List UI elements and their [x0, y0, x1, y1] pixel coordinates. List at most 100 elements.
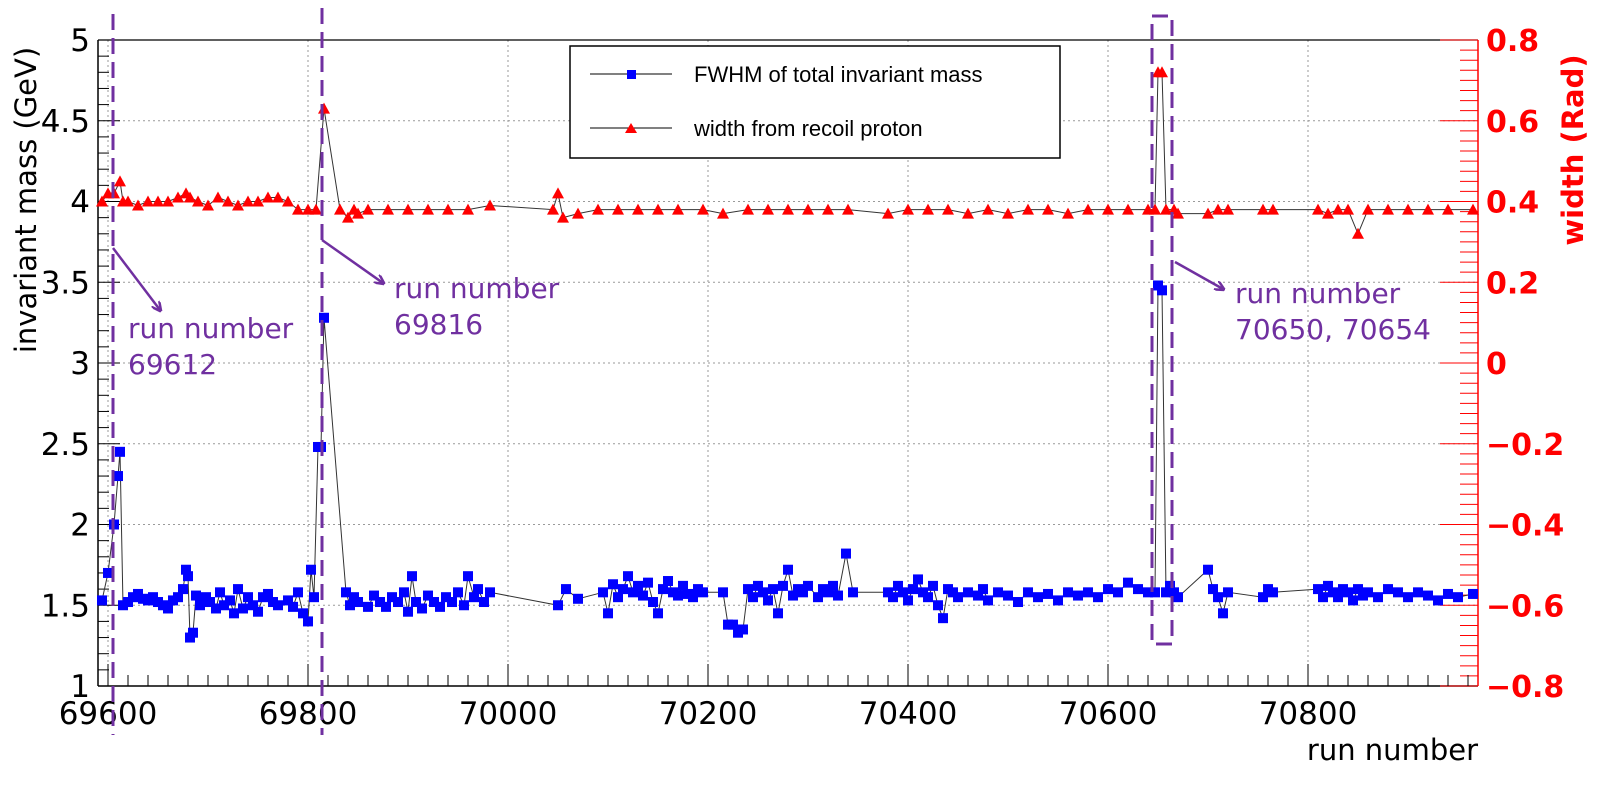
data-point-series1: [1208, 584, 1218, 595]
data-point-series1: [485, 587, 495, 598]
data-point-series2: [1362, 203, 1374, 215]
data-point-series2: [282, 195, 294, 207]
data-point-series1: [1033, 592, 1043, 603]
data-point-series2: [547, 203, 559, 215]
data-point-series1: [1343, 587, 1353, 598]
data-point-series1: [248, 600, 258, 611]
data-point-series1: [1258, 592, 1268, 603]
data-point-series1: [833, 590, 843, 601]
data-point-series1: [178, 584, 188, 595]
data-point-series1: [803, 580, 813, 591]
y-tick-label-left: 3: [70, 346, 90, 382]
data-point-series1: [648, 597, 658, 608]
data-point-series1: [633, 580, 643, 591]
data-point-series2: [462, 203, 474, 215]
data-point-series2: [1382, 203, 1394, 215]
data-point-series1: [788, 590, 798, 601]
data-point-series2: [1402, 203, 1414, 215]
data-point-series1: [211, 603, 221, 614]
data-point-series2: [822, 203, 834, 215]
data-point-series2: [334, 203, 346, 215]
data-point-series1: [1318, 592, 1328, 603]
data-point-series2: [1149, 203, 1161, 215]
data-point-series1: [319, 312, 329, 323]
data-point-series2: [652, 203, 664, 215]
data-point-series1: [306, 564, 316, 575]
data-point-series2: [962, 207, 974, 219]
data-point-series1: [1353, 584, 1363, 595]
data-point-series1: [1393, 587, 1403, 598]
legend-entry-2: width from recoil proton: [693, 116, 923, 141]
data-point-series1: [345, 600, 355, 611]
data-point-series1: [903, 595, 913, 606]
data-point-series1: [973, 590, 983, 601]
x-tick-label: 69600: [59, 696, 158, 732]
annotation-arrow-3: [1174, 260, 1223, 289]
data-point-series2: [742, 203, 754, 215]
data-point-series2: [232, 199, 244, 211]
data-point-series2: [697, 203, 709, 215]
x-tick-label: 70600: [1059, 696, 1158, 732]
data-point-series2: [402, 203, 414, 215]
data-point-series1: [225, 595, 235, 606]
data-point-series1: [309, 592, 319, 603]
y-tick-label-right: 0.8: [1486, 24, 1539, 59]
annotation-arrow-2: [321, 238, 383, 283]
data-point-series1: [1268, 587, 1278, 598]
data-point-series2: [842, 203, 854, 215]
data-point-series1: [783, 564, 793, 575]
data-point-series2: [1332, 203, 1344, 215]
legend-marker-1: [627, 70, 636, 79]
data-point-series1: [923, 592, 933, 603]
data-point-series1: [768, 584, 778, 595]
data-point-series1: [823, 587, 833, 598]
data-point-series2: [1002, 207, 1014, 219]
data-point-series2: [592, 203, 604, 215]
data-point-series1: [188, 627, 198, 638]
data-point-series1: [1093, 592, 1103, 603]
data-point-series1: [459, 600, 469, 611]
data-point-series2: [1172, 207, 1184, 219]
data-point-series1: [841, 548, 851, 559]
data-point-series2: [222, 195, 234, 207]
data-point-series1: [97, 595, 107, 606]
data-point-series1: [219, 600, 229, 611]
data-point-series2: [142, 195, 154, 207]
data-point-series1: [1333, 592, 1343, 603]
data-point-series1: [1453, 592, 1463, 603]
data-point-series1: [191, 590, 201, 601]
data-point-series1: [658, 584, 668, 595]
data-point-series1: [229, 608, 239, 619]
data-point-series1: [1043, 588, 1053, 599]
data-point-series2: [552, 187, 564, 199]
data-point-series2: [342, 211, 354, 223]
data-point-series2: [572, 207, 584, 219]
data-point-series1: [728, 619, 738, 630]
data-point-series1: [1063, 587, 1073, 598]
data-point-series1: [1433, 595, 1443, 606]
y-tick-label-right: −0.8: [1486, 670, 1564, 705]
bottom-axis: 69600 69800 70000 70200 70400 70600 70800: [59, 664, 1469, 732]
y-tick-label-left: 1.5: [41, 588, 90, 624]
data-point-series2: [422, 203, 434, 215]
y-axis-title-left: invariant mass (GeV): [9, 47, 43, 353]
data-point-series2: [672, 203, 684, 215]
data-point-series1: [1413, 587, 1423, 598]
data-point-series2: [1212, 203, 1224, 215]
x-tick-label: 69800: [259, 696, 358, 732]
data-point-series2: [442, 203, 454, 215]
x-tick-label: 70800: [1259, 696, 1358, 732]
data-point-series2: [96, 195, 108, 207]
data-point-series2: [192, 195, 204, 207]
data-point-series1: [608, 579, 618, 590]
data-point-series1: [603, 608, 613, 619]
annotation-arrow-1: [112, 247, 160, 310]
data-point-series1: [183, 571, 193, 582]
x-tick-label: 70400: [859, 696, 958, 732]
data-point-series2: [632, 203, 644, 215]
data-point-series2: [310, 203, 322, 215]
data-point-series2: [942, 203, 954, 215]
data-point-series2: [1160, 203, 1172, 215]
data-point-series2: [1222, 203, 1234, 215]
